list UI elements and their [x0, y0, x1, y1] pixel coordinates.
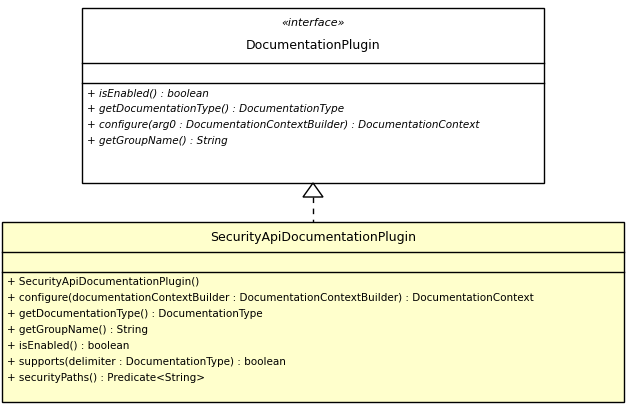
- Text: + SecurityApiDocumentationPlugin(): + SecurityApiDocumentationPlugin(): [7, 277, 199, 287]
- Bar: [2, 222, 624, 402]
- Text: + isEnabled() : boolean: + isEnabled() : boolean: [87, 88, 209, 98]
- Text: + getGroupName() : String: + getGroupName() : String: [7, 325, 148, 335]
- Text: + configure(arg0 : DocumentationContextBuilder) : DocumentationContext: + configure(arg0 : DocumentationContextB…: [87, 120, 480, 130]
- Text: + configure(documentationContextBuilder : DocumentationContextBuilder) : Documen: + configure(documentationContextBuilder …: [7, 293, 534, 303]
- Text: + securityPaths() : Predicate<String>: + securityPaths() : Predicate<String>: [7, 373, 205, 383]
- Text: + supports(delimiter : DocumentationType) : boolean: + supports(delimiter : DocumentationType…: [7, 357, 286, 367]
- Text: + isEnabled() : boolean: + isEnabled() : boolean: [7, 341, 129, 351]
- Text: «interface»: «interface»: [282, 18, 345, 29]
- Text: + getDocumentationType() : DocumentationType: + getDocumentationType() : Documentation…: [87, 104, 344, 114]
- Text: + getDocumentationType() : DocumentationType: + getDocumentationType() : Documentation…: [7, 309, 263, 319]
- Bar: [82, 8, 544, 183]
- Text: + getGroupName() : String: + getGroupName() : String: [87, 136, 228, 146]
- Text: DocumentationPlugin: DocumentationPlugin: [246, 39, 381, 52]
- Text: SecurityApiDocumentationPlugin: SecurityApiDocumentationPlugin: [210, 231, 416, 244]
